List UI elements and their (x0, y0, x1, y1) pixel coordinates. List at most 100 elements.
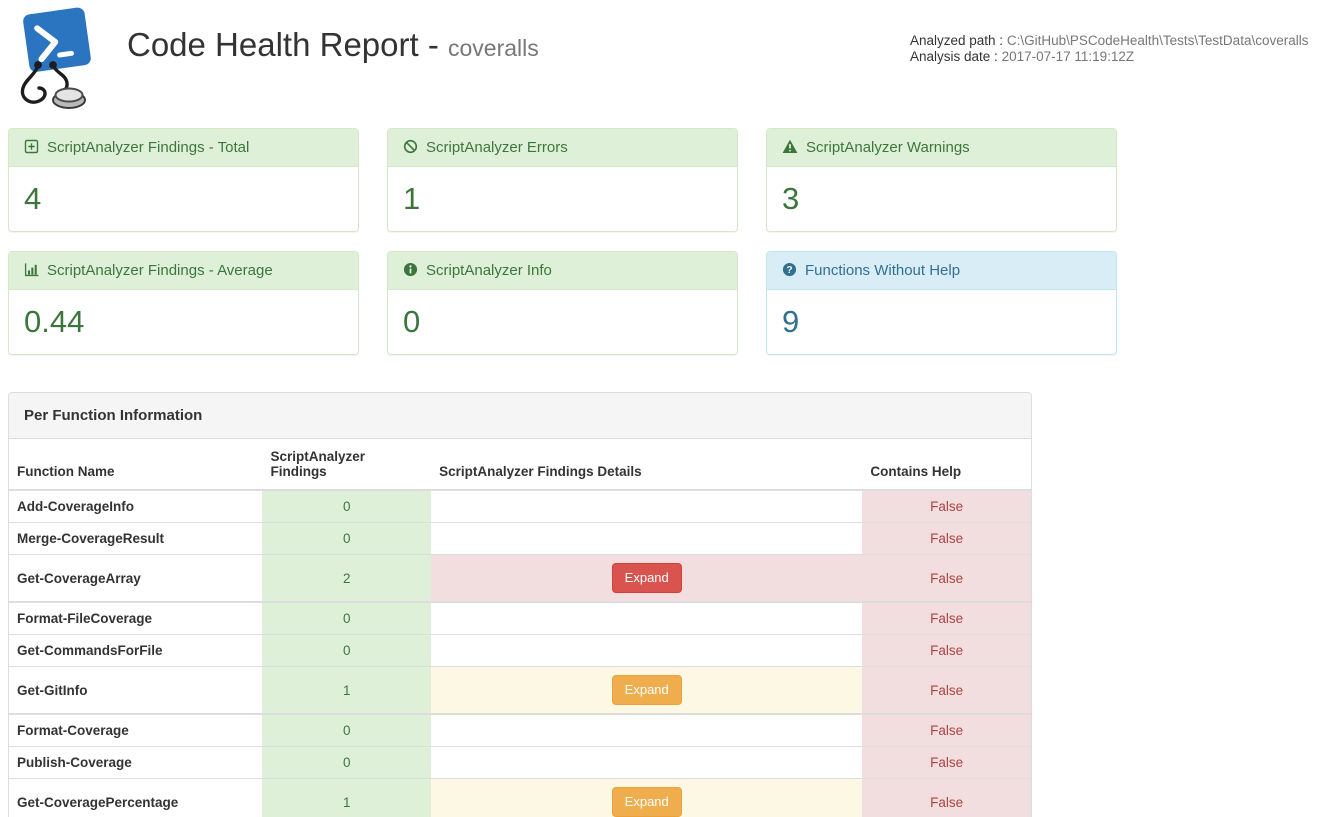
card-icon-slot: ? (782, 261, 797, 280)
findings-count-cell: 0 (262, 489, 432, 523)
card-heading: ScriptAnalyzer Warnings (767, 129, 1116, 167)
findings-details-cell: Expand (431, 778, 863, 817)
card-title: ScriptAnalyzer Findings - Average (47, 262, 273, 279)
table-row: Get-GitInfo 1 Expand False (9, 666, 1031, 714)
function-name-cell: Get-CommandsForFile (9, 634, 263, 667)
function-table: Function Name ScriptAnalyzer Findings Sc… (9, 439, 1031, 817)
table-row: Get-CommandsForFile 0 False (9, 634, 1031, 667)
expand-button[interactable]: Expand (611, 675, 682, 705)
svg-text:?: ? (786, 265, 792, 276)
findings-count-cell: 0 (262, 713, 432, 747)
card-icon-slot (24, 261, 39, 280)
findings-details-cell (431, 489, 863, 523)
function-name-cell: Get-GitInfo (9, 666, 263, 714)
findings-count-cell: 0 (262, 634, 432, 667)
plus-square-icon (24, 139, 39, 156)
panel-title: Per Function Information (9, 393, 1031, 439)
card-icon-slot (782, 138, 798, 157)
findings-count-cell: 0 (262, 746, 432, 779)
table-row: Get-CoveragePercentage 1 Expand False (9, 778, 1031, 817)
contains-help-cell: False (862, 666, 1031, 714)
info-circle-icon (403, 262, 418, 279)
function-name-cell: Merge-CoverageResult (9, 522, 263, 555)
card-title: ScriptAnalyzer Info (426, 262, 552, 279)
analyzed-path-line: Analyzed path : C:\GitHub\PSCodeHealth\T… (910, 33, 1308, 49)
card-findings-total: ScriptAnalyzer Findings - Total 4 (8, 128, 359, 232)
function-name-cell: Format-Coverage (9, 713, 263, 747)
summary-cards: ScriptAnalyzer Findings - Total 4 Script… (0, 128, 1136, 355)
table-row: Add-CoverageInfo 0 False (9, 489, 1031, 523)
table-row: Format-FileCoverage 0 False (9, 601, 1031, 635)
card-value: 3 (782, 181, 800, 216)
findings-details-cell (431, 746, 863, 779)
contains-help-cell: False (862, 601, 1031, 635)
table-row: Publish-Coverage 0 False (9, 746, 1031, 779)
analyzed-path-label: Analyzed path : (910, 33, 1004, 48)
card-functions-without-help: ? Functions Without Help 9 (766, 251, 1117, 355)
expand-button[interactable]: Expand (611, 563, 682, 593)
findings-details-cell (431, 713, 863, 747)
card-body: 9 (767, 290, 1116, 354)
column-header-contains-help: Contains Help (862, 439, 1031, 491)
card-heading: ScriptAnalyzer Findings - Average (9, 252, 358, 290)
bar-chart-icon (24, 262, 39, 279)
card-value: 0 (403, 304, 421, 339)
table-row: Merge-CoverageResult 0 False (9, 522, 1031, 555)
findings-details-cell (431, 522, 863, 555)
analysis-meta: Analyzed path : C:\GitHub\PSCodeHealth\T… (910, 33, 1308, 64)
analysis-date-label: Analysis date : (910, 48, 998, 64)
card-errors: ScriptAnalyzer Errors 1 (387, 128, 738, 232)
card-icon-slot (24, 138, 39, 157)
contains-help-cell: False (862, 746, 1031, 779)
findings-count-cell: 0 (262, 522, 432, 555)
card-body: 4 (9, 167, 358, 231)
card-body: 0.44 (9, 290, 358, 354)
page-title-subtitle: coveralls (448, 35, 539, 61)
ban-icon (403, 139, 418, 156)
contains-help-cell: False (862, 778, 1031, 817)
card-heading: ScriptAnalyzer Info (388, 252, 737, 290)
analyzed-path-value: C:\GitHub\PSCodeHealth\Tests\TestData\co… (1006, 33, 1309, 48)
card-icon-slot (403, 138, 418, 157)
card-heading: ScriptAnalyzer Errors (388, 129, 737, 167)
page-title-main: Code Health Report - (127, 26, 439, 63)
table-row: Format-Coverage 0 False (9, 713, 1031, 747)
card-warnings: ScriptAnalyzer Warnings 3 (766, 128, 1117, 232)
card-title: ScriptAnalyzer Errors (426, 139, 568, 156)
contains-help-cell: False (862, 522, 1031, 555)
card-icon-slot (403, 261, 418, 280)
card-heading: ScriptAnalyzer Findings - Total (9, 129, 358, 167)
function-name-cell: Publish-Coverage (9, 746, 263, 779)
card-findings-average: ScriptAnalyzer Findings - Average 0.44 (8, 251, 359, 355)
findings-details-cell (431, 634, 863, 667)
card-info: ScriptAnalyzer Info 0 (387, 251, 738, 355)
card-heading: ? Functions Without Help (767, 252, 1116, 290)
column-header-function-name: Function Name (9, 439, 263, 491)
findings-count-cell: 0 (262, 601, 432, 635)
findings-count-cell: 1 (262, 666, 432, 714)
question-circle-icon: ? (782, 262, 797, 279)
table-header-row: Function Name ScriptAnalyzer Findings Sc… (9, 439, 1031, 491)
per-function-panel: Per Function Information Function Name S… (8, 392, 1032, 817)
function-name-cell: Get-CoverageArray (9, 554, 263, 602)
column-header-findings-details: ScriptAnalyzer Findings Details (431, 439, 863, 491)
analysis-date-line: Analysis date : 2017-07-17 11:19:12Z (910, 49, 1308, 65)
findings-details-cell (431, 601, 863, 635)
findings-count-cell: 2 (262, 554, 432, 602)
card-value: 9 (782, 304, 800, 339)
contains-help-cell: False (862, 554, 1031, 602)
page-title: Code Health Report - coveralls (127, 26, 539, 64)
warning-triangle-icon (782, 139, 798, 156)
card-value: 4 (24, 181, 42, 216)
card-body: 3 (767, 167, 1116, 231)
expand-button[interactable]: Expand (611, 787, 682, 817)
report-header: Code Health Report - coveralls Analyzed … (0, 0, 1327, 128)
contains-help-cell: False (862, 634, 1031, 667)
function-name-cell: Add-CoverageInfo (9, 489, 263, 523)
card-title: ScriptAnalyzer Warnings (806, 139, 970, 156)
contains-help-cell: False (862, 489, 1031, 523)
function-name-cell: Get-CoveragePercentage (9, 778, 263, 817)
card-title: Functions Without Help (805, 262, 961, 279)
findings-count-cell: 1 (262, 778, 432, 817)
